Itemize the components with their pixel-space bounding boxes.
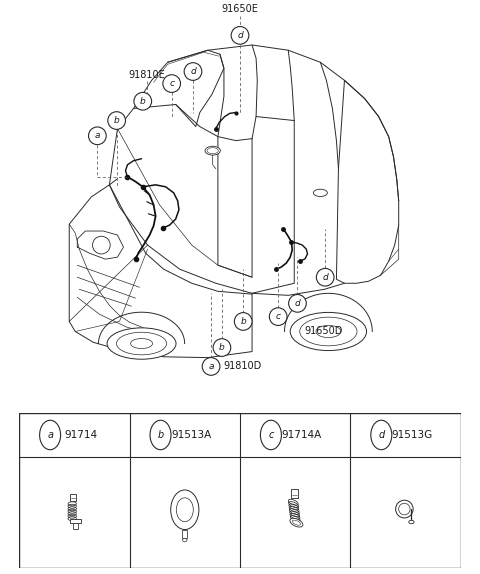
- Circle shape: [213, 339, 231, 356]
- Circle shape: [316, 269, 334, 286]
- Circle shape: [134, 92, 152, 110]
- Text: b: b: [157, 430, 164, 440]
- Ellipse shape: [290, 518, 303, 527]
- Text: 91650E: 91650E: [222, 3, 258, 14]
- Text: a: a: [208, 362, 214, 371]
- Circle shape: [108, 112, 125, 129]
- Text: b: b: [114, 116, 120, 125]
- Circle shape: [40, 420, 60, 449]
- Text: a: a: [95, 131, 100, 140]
- Circle shape: [234, 313, 252, 330]
- Circle shape: [269, 308, 287, 325]
- Circle shape: [202, 358, 220, 375]
- Ellipse shape: [290, 312, 367, 351]
- Circle shape: [371, 420, 392, 449]
- Bar: [71, 519, 82, 523]
- Circle shape: [150, 420, 171, 449]
- Text: 91650D: 91650D: [304, 327, 343, 336]
- Text: 91810D: 91810D: [223, 362, 262, 371]
- Ellipse shape: [182, 538, 187, 542]
- Text: d: d: [295, 299, 300, 308]
- Ellipse shape: [409, 520, 414, 523]
- Text: 91714A: 91714A: [282, 430, 322, 440]
- Text: 91714: 91714: [64, 430, 97, 440]
- Circle shape: [231, 26, 249, 44]
- Bar: [73, 523, 78, 529]
- Circle shape: [163, 75, 180, 92]
- Circle shape: [184, 63, 202, 80]
- Circle shape: [261, 420, 281, 449]
- Circle shape: [88, 127, 106, 145]
- Ellipse shape: [107, 328, 176, 359]
- Text: d: d: [322, 273, 328, 282]
- Text: 91513A: 91513A: [171, 430, 212, 440]
- Text: 91810E: 91810E: [129, 69, 165, 80]
- Bar: [182, 529, 187, 538]
- Text: d: d: [378, 430, 384, 440]
- Text: b: b: [240, 317, 246, 326]
- Text: b: b: [219, 343, 225, 352]
- Bar: [70, 494, 76, 501]
- Text: a: a: [47, 430, 53, 440]
- Text: d: d: [237, 31, 243, 40]
- Ellipse shape: [205, 146, 220, 155]
- Text: c: c: [276, 312, 281, 321]
- Text: d: d: [190, 67, 196, 76]
- Text: 91513G: 91513G: [392, 430, 433, 440]
- Circle shape: [171, 490, 199, 529]
- Text: b: b: [140, 97, 145, 106]
- Text: c: c: [268, 430, 274, 440]
- Ellipse shape: [396, 500, 413, 518]
- Circle shape: [288, 294, 306, 312]
- Text: c: c: [169, 79, 174, 88]
- Bar: [291, 489, 299, 498]
